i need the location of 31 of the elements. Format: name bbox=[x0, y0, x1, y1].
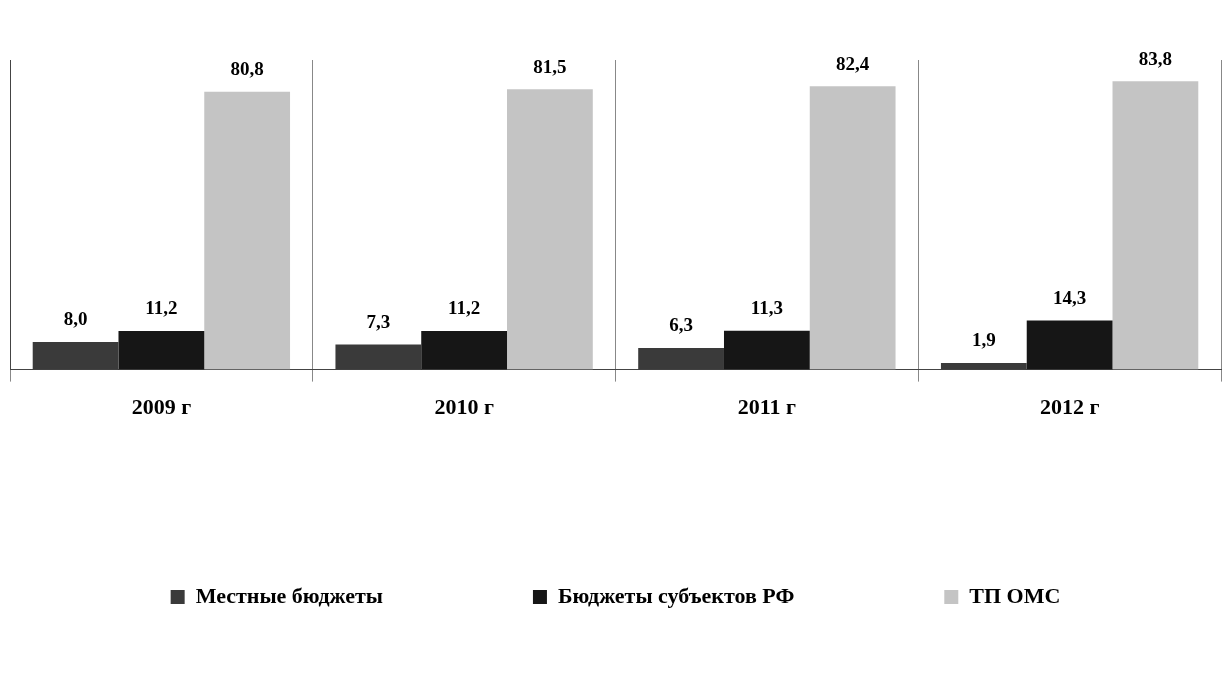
bar bbox=[421, 331, 508, 370]
legend-label: Бюджеты субъектов РФ bbox=[557, 582, 795, 608]
x-tick-label: 2012 г bbox=[1039, 394, 1100, 420]
data-label: 11,2 bbox=[448, 297, 481, 319]
bar bbox=[32, 342, 119, 370]
data-label: 11,2 bbox=[145, 297, 178, 319]
legend-label: Местные бюджеты bbox=[195, 582, 383, 608]
data-label: 8,0 bbox=[63, 308, 88, 330]
x-tick-label: 2010 г bbox=[434, 394, 494, 420]
bar bbox=[940, 363, 1027, 370]
data-label: 6,3 bbox=[669, 314, 693, 336]
data-label: 81,5 bbox=[533, 55, 567, 77]
data-label: 7,3 bbox=[366, 310, 391, 332]
bar bbox=[1112, 81, 1199, 370]
data-label: 1,9 bbox=[971, 329, 996, 351]
x-tick-label: 2009 г bbox=[131, 394, 192, 420]
bar bbox=[507, 89, 593, 370]
data-label: 14,3 bbox=[1053, 286, 1087, 308]
data-label: 83,8 bbox=[1138, 47, 1173, 69]
bar bbox=[1026, 320, 1113, 370]
bar bbox=[118, 331, 205, 370]
bar bbox=[204, 91, 291, 370]
bar bbox=[809, 86, 896, 370]
x-tick-label: 2011 г bbox=[737, 394, 797, 420]
data-label: 80,8 bbox=[230, 58, 264, 80]
bar bbox=[638, 347, 724, 370]
legend-label: ТП ОМС bbox=[969, 582, 1061, 608]
bar bbox=[335, 344, 422, 370]
data-label: 11,3 bbox=[750, 297, 783, 319]
data-label: 82,4 bbox=[836, 52, 870, 74]
bar bbox=[723, 330, 810, 370]
